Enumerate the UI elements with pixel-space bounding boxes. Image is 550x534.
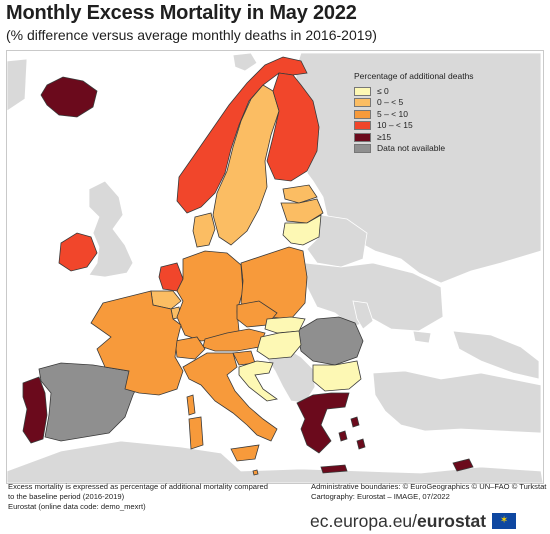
region-spain (38, 362, 142, 442)
credits-note: Administrative boundaries: © EuroGeograp… (311, 482, 547, 502)
region-moldova (352, 300, 374, 330)
footer: ec.europa.eu/eurostat ✶ (310, 508, 517, 534)
region-uk (88, 180, 134, 278)
region-iceland (40, 76, 98, 118)
legend-item: ≤ 0 (354, 86, 454, 97)
region-bulgaria (312, 360, 362, 392)
region-denmark (192, 212, 216, 248)
legend-label: 0 – < 5 (377, 97, 404, 108)
region-sicily (230, 444, 260, 462)
region-greece (296, 392, 350, 454)
legend-label: 10 – < 15 (377, 120, 413, 131)
region-greenland-edge (7, 58, 28, 112)
region-svalbard (232, 52, 258, 72)
legend-item: 5 – < 10 (354, 109, 454, 120)
footer-brand[interactable]: eurostat (417, 510, 487, 531)
legend-label: 5 – < 10 (377, 108, 408, 119)
eu-flag-icon: ✶ (492, 513, 517, 529)
boundaries-credit: Administrative boundaries: © EuroGeograp… (311, 482, 547, 491)
legend-swatch (354, 132, 371, 142)
legend-label: ≤ 0 (377, 85, 389, 96)
legend-title: Percentage of additional deaths (354, 71, 474, 81)
region-caucasus (452, 330, 540, 380)
region-latvia (280, 198, 324, 224)
note-line: to the baseline period (2016-2019) (8, 492, 125, 501)
legend-item: 0 – < 5 (354, 97, 454, 108)
region-hungary (256, 330, 302, 360)
legend-swatch (354, 98, 371, 107)
region-estonia (282, 184, 318, 204)
region-finland (266, 72, 320, 182)
region-germany (176, 250, 244, 342)
region-crete (320, 464, 348, 474)
legend-swatch (354, 86, 371, 96)
region-switzerland (174, 336, 206, 360)
region-aegean-islands (338, 416, 366, 450)
legend-swatch (354, 144, 371, 153)
legend-item: 10 – < 15 (354, 120, 454, 131)
region-france (90, 290, 184, 396)
region-italy (182, 352, 278, 442)
methodology-note: Excess mortality is expressed as percent… (8, 482, 298, 512)
legend-label: ≥15 (377, 131, 392, 142)
region-romania (296, 316, 364, 366)
legend-label: Data not available (377, 143, 446, 154)
legend-swatch (354, 109, 371, 119)
map-subtitle: (% difference versus average monthly dea… (6, 27, 377, 43)
region-malta (252, 469, 259, 476)
region-cyprus (452, 458, 474, 472)
region-ukraine (304, 262, 444, 332)
region-corsica (186, 394, 196, 416)
region-sardinia (188, 416, 204, 450)
legend-item: ≥15 (354, 132, 454, 143)
region-croatia (238, 360, 278, 402)
map-title: Monthly Excess Mortality in May 2022 (6, 2, 357, 24)
note-line: Excess mortality is expressed as percent… (8, 482, 268, 491)
region-turkey (372, 370, 542, 434)
cartography-credit: Cartography: Eurostat – IMAGE, 07/2022 (311, 492, 450, 501)
region-portugal (22, 376, 48, 444)
legend-item: Data not available (354, 143, 454, 154)
region-crimea (412, 330, 432, 344)
source-line: Eurostat (online data code: demo_mexrt) (8, 502, 146, 511)
legend: Percentage of additional deaths ≤ 0 0 – … (354, 71, 474, 155)
legend-swatch (354, 121, 371, 130)
europe-map (7, 52, 543, 483)
region-lithuania (282, 214, 322, 246)
footer-url[interactable]: ec.europa.eu/ (310, 510, 418, 531)
region-sweden (212, 84, 280, 246)
region-ireland (58, 232, 98, 272)
map-frame (6, 50, 544, 484)
eu-stars-icon: ✶ (499, 515, 509, 526)
